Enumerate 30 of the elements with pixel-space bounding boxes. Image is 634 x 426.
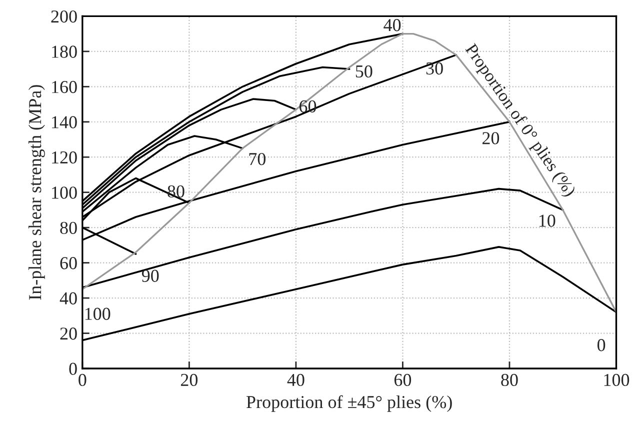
series-label: 50 — [356, 65, 372, 78]
x-tick-label: 60 — [394, 374, 412, 386]
y-tick-label: 140 — [52, 116, 77, 128]
y-tick-label: 200 — [51, 10, 77, 23]
y-tick-label: 100 — [52, 186, 77, 199]
series-label: 0 — [597, 339, 606, 352]
x-tick-label: 100 — [604, 374, 630, 386]
series-label: 90 — [142, 270, 159, 282]
x-tick-label: 20 — [180, 374, 198, 386]
series-label: 20 — [482, 132, 500, 144]
x-tick-label: 80 — [501, 374, 518, 386]
series-label: 80 — [168, 185, 184, 198]
series-label: 60 — [300, 100, 316, 113]
y-tick-label: 20 — [60, 328, 77, 340]
y-tick-label: 180 — [52, 46, 77, 58]
y-tick-label: 40 — [60, 292, 77, 304]
annotation: 100 — [85, 308, 110, 320]
series-label: 40 — [384, 19, 401, 32]
y-tick-label: 0 — [69, 362, 77, 375]
y-tick-label: 120 — [52, 151, 77, 164]
series-label: 70 — [249, 152, 266, 166]
x-tick-label: 40 — [287, 374, 304, 386]
x-axis-title: Proportion of ±45° plies (%) — [246, 395, 452, 412]
y-tick-label: 160 — [52, 80, 77, 94]
y-axis-title: In-plane shear strength (MPa) — [28, 85, 45, 300]
y-tick-label: 60 — [60, 257, 77, 270]
x-tick-label: 0 — [78, 374, 86, 386]
series-label: 30 — [426, 62, 443, 75]
y-tick-label: 80 — [60, 222, 77, 234]
series-label: 10 — [539, 214, 556, 227]
